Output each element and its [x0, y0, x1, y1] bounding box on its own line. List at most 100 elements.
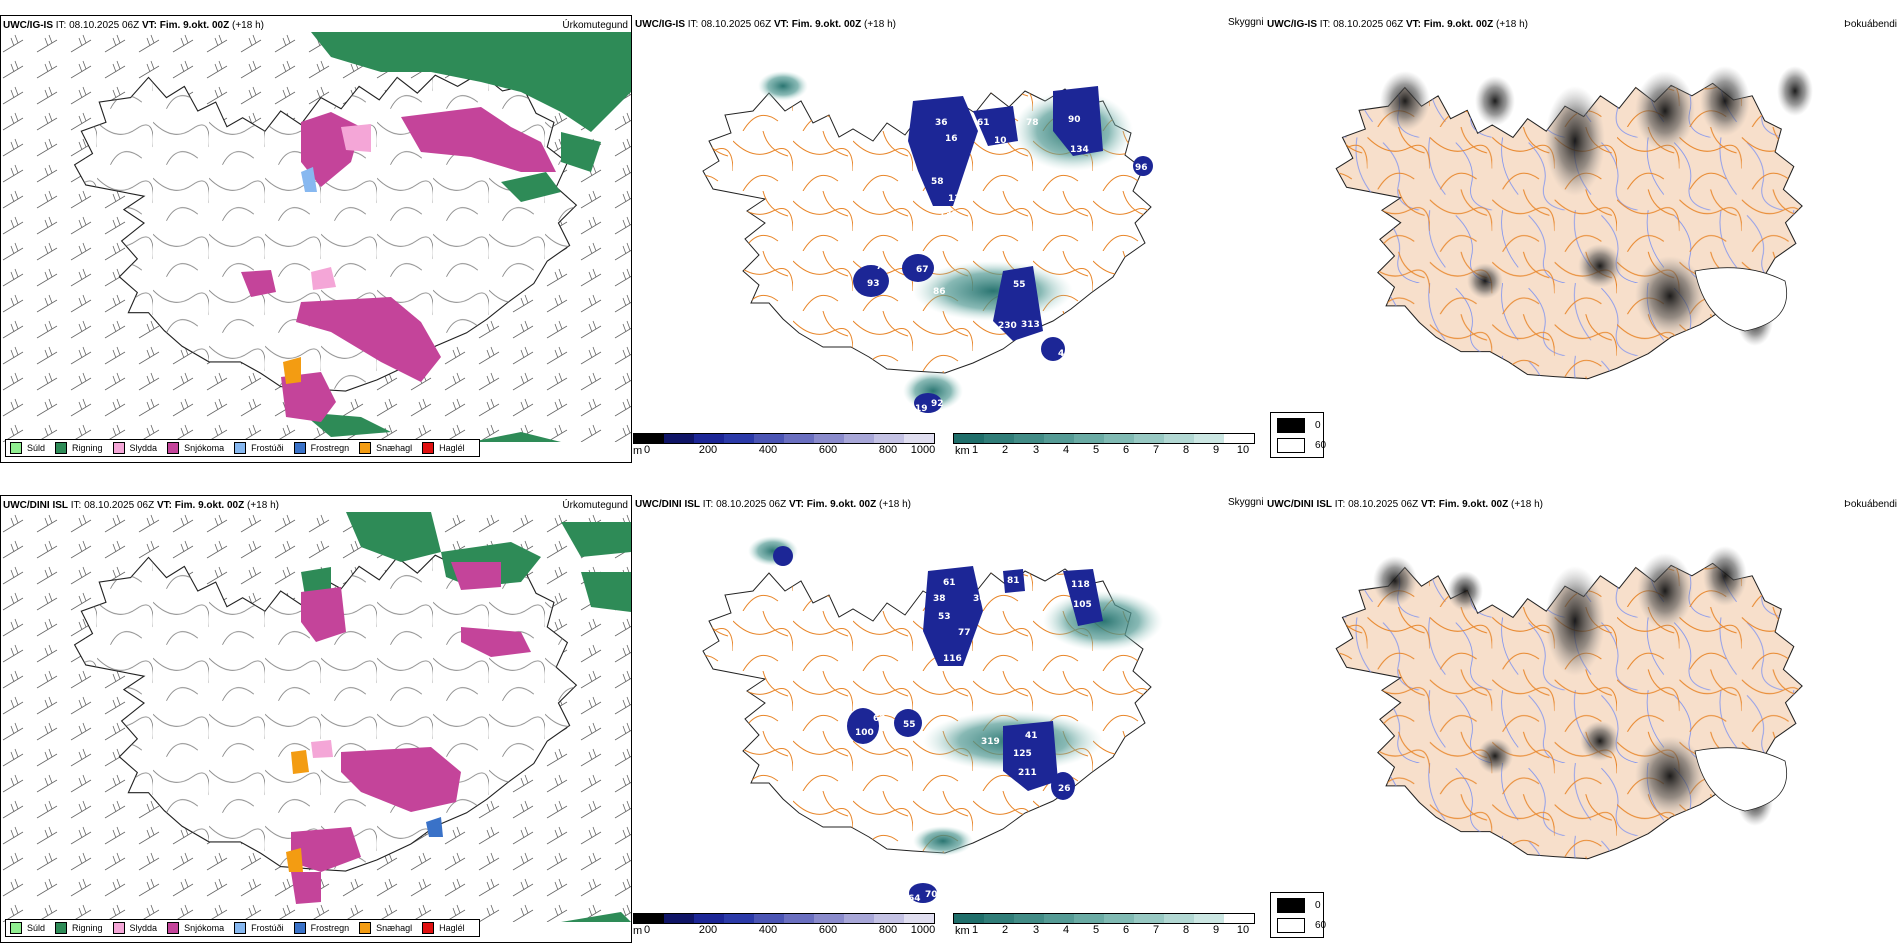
glacier	[1694, 267, 1787, 332]
panel-title: UWC/DINI ISL IT: 08.10.2025 06Z VT: Fim.…	[1267, 499, 1543, 510]
svg-text:67: 67	[916, 265, 929, 275]
legend-item: Snæhagl	[359, 922, 412, 934]
svg-text:105: 105	[1073, 600, 1092, 610]
cloud-colorbar: 1 2 3 4 5 6 7 8 9 10 km	[953, 913, 1255, 937]
legend-item: Súld	[10, 922, 45, 934]
svg-text:78: 78	[876, 262, 889, 272]
panel-title: UWC/IG-IS IT: 08.10.2025 06Z VT: Fim. 9.…	[1267, 19, 1528, 30]
snow-pellet-areas	[283, 357, 301, 384]
fog-panel-top: UWC/IG-IS IT: 08.10.2025 06Z VT: Fim. 9.…	[1265, 15, 1900, 463]
svg-text:36: 36	[935, 118, 948, 128]
fog-variable-label: Þokuábendi	[1844, 19, 1897, 30]
svg-text:93: 93	[867, 279, 880, 289]
svg-text:81: 81	[1007, 576, 1020, 586]
glacier	[1694, 747, 1787, 812]
svg-text:131: 131	[939, 210, 958, 220]
svg-text:125: 125	[1013, 749, 1032, 759]
height-labels: 36 61 78 90 16 10 134 58 96 13 131 78 67…	[867, 115, 1148, 414]
cloud-colorbar-ticks: 1 2 3 4 5 6 7 8 9 10	[971, 924, 1250, 936]
svg-text:86: 86	[933, 287, 946, 297]
fog-legend: 0 60	[1270, 892, 1326, 938]
fog-map	[1335, 546, 1803, 860]
svg-text:53: 53	[938, 612, 951, 622]
height-blobs	[853, 86, 1153, 413]
svg-text:70: 70	[925, 890, 938, 900]
precip-panel-top: UWC/IG-IS IT: 08.10.2025 06Z VT: Fim. 9.…	[0, 15, 632, 463]
precip-map	[1, 32, 631, 442]
precip-legend: Súld Rigning Slydda Snjókoma Frostúði Fr…	[5, 919, 480, 937]
legend-item: Frostúði	[234, 922, 284, 934]
height-colorbar-strip	[633, 433, 935, 444]
cloud-colorbar: 1 2 3 4 5 6 7 8 9 10 km	[953, 433, 1255, 457]
svg-text:64: 64	[908, 894, 921, 904]
legend-item: Haglél	[422, 922, 465, 934]
legend-item: Slydda	[112, 922, 157, 934]
svg-text:78: 78	[1026, 118, 1039, 128]
svg-text:134: 134	[1070, 145, 1089, 155]
legend-item: Slydda	[112, 442, 157, 454]
panel-title: UWC/IG-IS IT: 08.10.2025 06Z VT: Fim. 9.…	[635, 19, 896, 30]
legend-item: Snjókoma	[167, 922, 224, 934]
fog-legend: 0 60	[1270, 412, 1326, 458]
visibility-map: 61 81 118 36 38 105 53 77 116 62 55 100 …	[702, 536, 1163, 904]
legend-item: Rigning	[55, 442, 103, 454]
legend-item: Rigning	[55, 922, 103, 934]
legend-item: Snjókoma	[167, 442, 224, 454]
svg-text:19: 19	[915, 404, 928, 414]
cloud-colorbar-ticks: 1 2 3 4 5 6 7 8 9 10	[971, 444, 1250, 456]
precip-variable-label: Úrkomutegund	[562, 500, 628, 511]
legend-item: Snæhagl	[359, 442, 412, 454]
cloud-unit: km	[955, 445, 970, 457]
svg-text:10: 10	[994, 136, 1007, 146]
snow-areas	[291, 562, 531, 904]
svg-text:41: 41	[1025, 731, 1038, 741]
legend-item: Frostregn	[293, 442, 349, 454]
visibility-panel-top: UWC/IG-IS IT: 08.10.2025 06Z VT: Fim. 9.…	[633, 15, 1326, 463]
height-colorbar-strip	[633, 913, 935, 924]
visibility-variable-label: Skyggni	[1228, 497, 1264, 508]
svg-text:211: 211	[1018, 768, 1037, 778]
height-colorbar: 0 200 400 600 800 1000 m	[633, 433, 935, 457]
svg-text:36: 36	[973, 594, 986, 604]
svg-text:13: 13	[948, 194, 961, 204]
svg-text:61: 61	[943, 578, 956, 588]
svg-text:38: 38	[933, 594, 946, 604]
precip-legend: Súld Rigning Slydda Snjókoma Frostúði Fr…	[5, 439, 480, 457]
svg-text:90: 90	[1068, 115, 1081, 125]
svg-text:55: 55	[903, 720, 916, 730]
sleet-areas	[311, 124, 371, 290]
legend-item: Frostúði	[234, 442, 284, 454]
svg-text:26: 26	[1058, 784, 1071, 794]
svg-text:118: 118	[1071, 580, 1090, 590]
snow-pellet-areas	[286, 750, 309, 872]
fog-blobs	[1373, 546, 1773, 826]
svg-text:61: 61	[977, 118, 990, 128]
height-colorbar-ticks: 0 200 400 600 800 1000	[643, 444, 936, 456]
legend-item: Súld	[10, 442, 45, 454]
visibility-panel-bottom: UWC/DINI ISL IT: 08.10.2025 06Z VT: Fim.…	[633, 495, 1326, 943]
svg-text:96: 96	[1135, 163, 1148, 173]
freezing-drizzle-areas	[301, 167, 317, 192]
svg-text:58: 58	[931, 177, 944, 187]
panel-title: UWC/DINI ISL IT: 08.10.2025 06Z VT: Fim.…	[635, 499, 911, 510]
fog-map	[1335, 66, 1813, 380]
freezing-rain-areas	[426, 817, 443, 837]
svg-text:92: 92	[931, 399, 944, 409]
svg-text:46: 46	[1058, 349, 1071, 359]
visibility-variable-label: Skyggni	[1228, 17, 1264, 28]
sleet-areas	[311, 740, 333, 758]
svg-text:16: 16	[945, 134, 958, 144]
svg-text:319: 319	[981, 737, 1000, 747]
svg-text:230: 230	[998, 321, 1017, 331]
fog-variable-label: Þokuábendi	[1844, 499, 1897, 510]
fog-panel-bottom: UWC/DINI ISL IT: 08.10.2025 06Z VT: Fim.…	[1265, 495, 1900, 943]
panel-title: UWC/IG-IS IT: 08.10.2025 06Z VT: Fim. 9.…	[3, 20, 264, 31]
height-colorbar: 0 200 400 600 800 1000 m	[633, 913, 935, 937]
cloud-colorbar-strip	[953, 913, 1255, 924]
visibility-map: 36 61 78 90 16 10 134 58 96 13 131 78 67…	[702, 71, 1153, 414]
svg-text:100: 100	[855, 728, 874, 738]
height-unit: m	[633, 925, 643, 937]
svg-text:77: 77	[958, 628, 971, 638]
svg-text:116: 116	[943, 654, 962, 664]
height-blobs	[773, 546, 1103, 903]
